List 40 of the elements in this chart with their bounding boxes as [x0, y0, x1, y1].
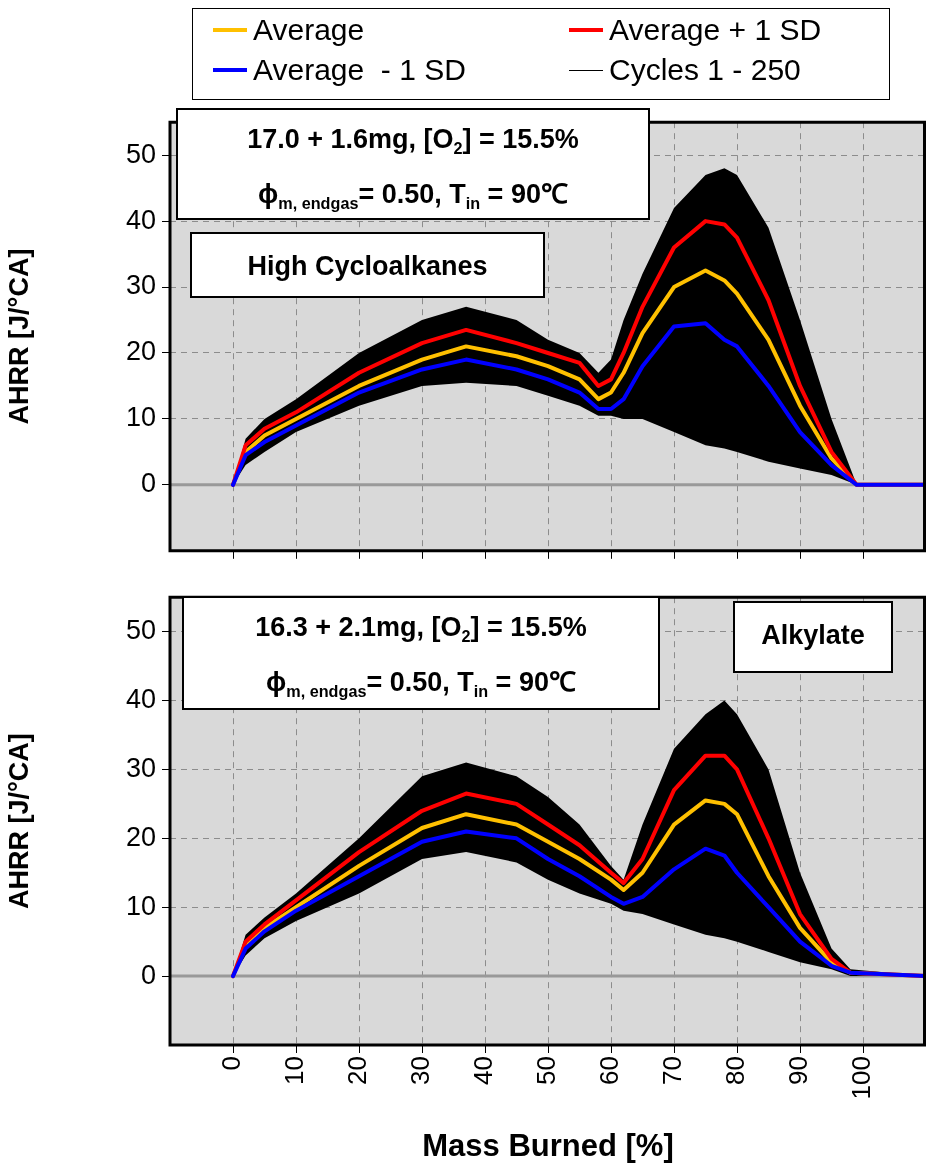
annotation: Alkylate: [760, 619, 866, 652]
annotation: ϕ$_{m, endgas}$= 0.50, T$_{in}$ = 90℃: [257, 178, 569, 215]
y-tick-label: 40: [125, 683, 156, 714]
y-axis-title: AHRR [J/°CA]: [3, 733, 34, 909]
y-axis-title: AHRR [J/°CA]: [3, 248, 34, 425]
annotation: High Cycloalkanes: [246, 250, 489, 283]
text-box: Alkylate: [733, 601, 893, 673]
annotation: ϕ$_{m, endgas}$= 0.50, T$_{in}$ = 90℃: [265, 666, 577, 703]
y-tick-label: 40: [125, 204, 156, 235]
legend-label: Average: [253, 13, 365, 47]
x-tick-label: 40: [468, 1056, 499, 1085]
x-tick-label: 0: [216, 1056, 247, 1071]
legend-label: Average - 1 SD: [253, 53, 466, 87]
legend-label: Average + 1 SD: [609, 13, 822, 47]
x-tick-label: 60: [594, 1056, 625, 1085]
annotation: 16.3 + 2.1mg, [O$_{2}$] = 15.5%: [254, 611, 588, 648]
x-tick-label: 20: [342, 1056, 373, 1085]
x-tick-label: 80: [720, 1056, 751, 1085]
text-box: 16.3 + 2.1mg, [O$_{2}$] = 15.5% ϕ$_{m, endgas}$= 0.50, T$_{in}$ = 90℃: [182, 596, 660, 710]
y-tick-label: 10: [125, 402, 156, 433]
y-tick-label: 20: [125, 821, 156, 852]
x-tick-label: 70: [657, 1056, 688, 1085]
y-tick-label: 30: [125, 752, 156, 783]
y-tick-label: 30: [125, 270, 156, 301]
x-axis-title: Mass Burned [%]: [422, 1127, 674, 1163]
x-tick-label: 100: [846, 1056, 877, 1100]
x-tick-label: 90: [783, 1056, 814, 1085]
text-box: 17.0 + 1.6mg, [O$_{2}$] = 15.5% ϕ$_{m, endgas}$= 0.50, T$_{in}$ = 90℃: [176, 108, 650, 220]
x-tick-label: 10: [279, 1056, 310, 1085]
y-tick-label: 50: [125, 138, 156, 169]
x-tick-label: 30: [405, 1056, 436, 1085]
y-tick-label: 0: [140, 959, 156, 990]
text-box: High Cycloalkanes: [190, 232, 545, 298]
y-tick-label: 50: [125, 615, 156, 646]
y-tick-label: 20: [125, 336, 156, 367]
y-tick-label: 0: [140, 468, 156, 499]
annotation: 17.0 + 1.6mg, [O$_{2}$] = 15.5%: [246, 123, 580, 160]
legend-label: Cycles 1 - 250: [609, 53, 801, 87]
x-tick-label: 50: [531, 1056, 562, 1085]
y-tick-label: 10: [125, 890, 156, 921]
